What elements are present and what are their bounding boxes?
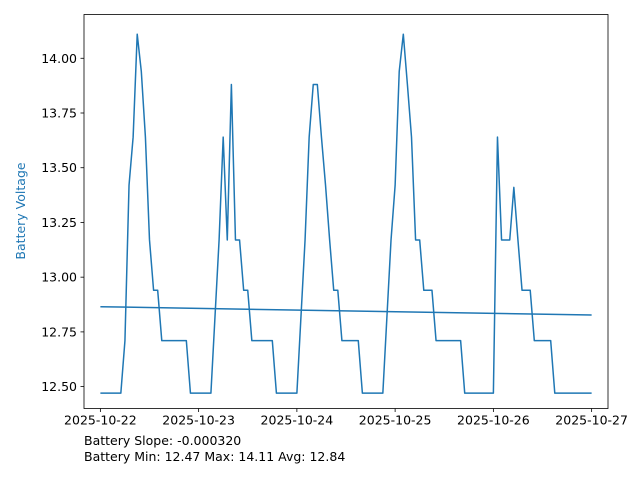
x-tick-label: 2025-10-27: [555, 413, 628, 428]
plot-area: [83, 14, 609, 409]
y-tick-label: 14.00: [41, 51, 77, 66]
y-tick-label: 13.50: [41, 160, 77, 175]
x-tick-label: 2025-10-25: [359, 413, 432, 428]
battery-summary-text: Battery Min: 12.47 Max: 14.11 Avg: 12.84: [84, 449, 346, 464]
y-axis: 12.50 12.75 13.00 13.25 13.50 13.75 14.00: [41, 51, 84, 394]
trend-line: [100, 305, 592, 316]
x-tick-label: 2025-10-24: [261, 413, 334, 428]
y-tick-label: 12.75: [41, 324, 77, 339]
y-tick-label: 13.00: [41, 270, 77, 285]
x-tick-label: 2025-10-23: [162, 413, 235, 428]
y-tick-label: 12.50: [41, 379, 77, 394]
voltage-series-line: [100, 33, 592, 394]
y-tick-label: 13.25: [41, 215, 77, 230]
x-tick-label: 2025-10-22: [64, 413, 137, 428]
series-layer: [100, 33, 592, 394]
y-axis-label: Battery Voltage: [13, 162, 28, 259]
y-tick-label: 13.75: [41, 106, 77, 121]
x-tick-label: 2025-10-26: [457, 413, 530, 428]
battery-slope-text: Battery Slope: -0.000320: [84, 433, 242, 448]
x-axis: 2025-10-22 2025-10-23 2025-10-24 2025-10-25…: [64, 408, 628, 428]
